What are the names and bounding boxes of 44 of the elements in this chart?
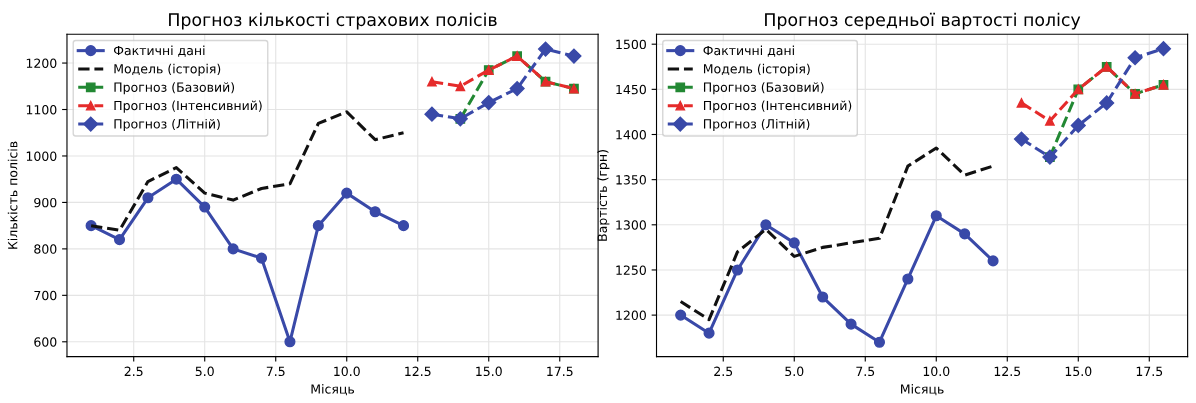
x-axis-title: Місяць (311, 384, 355, 396)
y-axis-title: Вартість (грн) (597, 150, 610, 241)
legend-label: Прогноз (Літній) (114, 118, 220, 131)
x-tick-label: 5.0 (785, 366, 804, 377)
legend-label: Модель (історія) (114, 63, 221, 76)
x-tick-label: 7.5 (856, 366, 875, 377)
x-tick-label: 17.5 (547, 366, 573, 377)
y-tick-label: 1350 (616, 175, 646, 185)
y-tick-label: 1450 (616, 84, 646, 95)
x-tick-label: 10.0 (923, 366, 950, 377)
y-tick-label: 1250 (616, 265, 646, 275)
x-tick-label: 10.0 (334, 366, 360, 377)
legend-label: Фактичні дані (113, 45, 205, 57)
x-tick-label: 5.0 (195, 366, 214, 377)
chart-title: Прогноз кількості страхових полісів (169, 12, 497, 30)
x-tick-label: 17.5 (1136, 366, 1163, 377)
legend-label: Фактичні дані (703, 45, 794, 57)
y-tick-label: 1500 (616, 39, 646, 50)
x-tick-label: 7.5 (266, 366, 285, 377)
x-tick-label: 15.0 (476, 366, 502, 377)
x-tick-label: 12.5 (994, 366, 1021, 377)
chart-title: Прогноз середньої вартості полісу (765, 12, 1081, 30)
x-tick-label: 2.5 (714, 366, 733, 377)
y-tick-label: 1400 (616, 129, 646, 140)
legend-label: Прогноз (Базовий) (114, 82, 235, 95)
y-tick-label: 600 (34, 337, 57, 347)
y-tick-label: 1200 (26, 58, 57, 68)
legend-label: Прогноз (Інтенсивний) (114, 100, 262, 113)
y-tick-label: 900 (34, 197, 57, 208)
y-tick-label: 1100 (26, 104, 57, 115)
y-axis-title: Кількість полісів (7, 141, 18, 249)
y-tick-label: 1000 (26, 151, 57, 161)
legend-label: Модель (історія) (703, 63, 810, 76)
x-axis-title: Місяць (901, 384, 944, 396)
x-tick-label: 12.5 (405, 366, 431, 377)
x-tick-label: 2.5 (124, 366, 143, 377)
legend-label: Прогноз (Інтенсивний) (703, 100, 852, 113)
y-tick-label: 1300 (616, 220, 646, 230)
y-tick-label: 800 (34, 244, 57, 254)
y-tick-label: 700 (34, 290, 57, 301)
x-tick-label: 15.0 (1065, 366, 1092, 377)
legend-label: Прогноз (Літній) (703, 118, 810, 131)
y-tick-label: 1200 (616, 310, 646, 321)
legend-label: Прогноз (Базовий) (703, 82, 824, 95)
